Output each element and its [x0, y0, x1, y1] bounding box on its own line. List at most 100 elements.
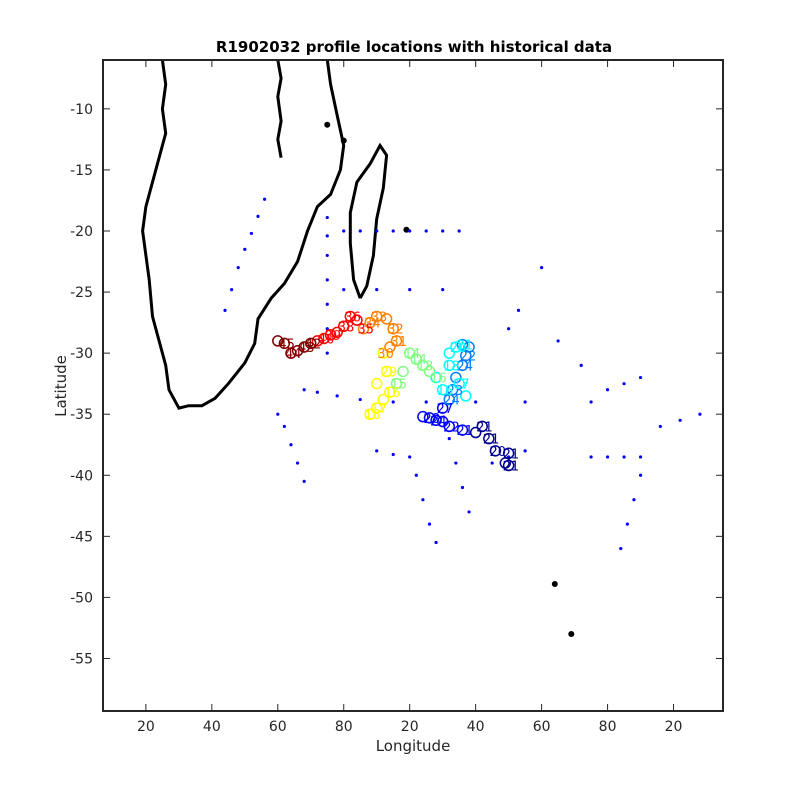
historical-point	[358, 229, 362, 233]
historical-point	[276, 412, 280, 416]
profile-number-label: 42	[305, 337, 322, 352]
profile-number-label: 29	[381, 365, 398, 380]
historical-point	[262, 197, 267, 201]
historical-point	[441, 229, 445, 233]
x-tick-label: 80	[599, 719, 617, 735]
profile-number-label: 16	[430, 372, 447, 387]
float-point	[344, 310, 357, 323]
profile-number-label: 36	[344, 310, 361, 325]
profile-number-label: 38	[338, 320, 355, 335]
historical-point	[605, 455, 610, 459]
island-marker	[324, 121, 331, 128]
chart-title: R1902032 profile locations with historic…	[216, 38, 612, 56]
profile-number-label: 43	[298, 341, 315, 356]
y-tick-label: -35	[70, 407, 93, 423]
historical-point	[638, 455, 643, 459]
historical-point	[619, 546, 623, 551]
historical-point	[391, 229, 395, 233]
historical-point	[589, 455, 593, 459]
historical-point	[698, 412, 702, 416]
historical-point	[467, 510, 471, 514]
historical-point	[243, 247, 247, 251]
float-point	[337, 320, 350, 333]
historical-point	[474, 400, 478, 404]
float-point	[417, 410, 429, 423]
historical-point	[289, 443, 293, 447]
profile-number-label: 21	[503, 460, 520, 475]
historical-point	[325, 253, 329, 258]
historical-point	[408, 229, 412, 233]
plot-frame	[102, 59, 724, 712]
historical-point	[424, 400, 428, 404]
x-tick-label: 20	[137, 719, 155, 735]
float-point	[430, 414, 442, 427]
historical-point	[325, 215, 329, 220]
historical-point	[342, 229, 346, 233]
profile-number-label: 34	[364, 317, 381, 332]
historical-point	[236, 266, 240, 270]
float-point	[502, 447, 515, 460]
float-point	[384, 386, 396, 398]
float-point	[291, 344, 304, 357]
float-point	[387, 322, 399, 335]
historical-point	[625, 522, 629, 526]
island-marker	[403, 226, 410, 233]
historical-point	[457, 229, 461, 233]
historical-point	[408, 288, 412, 292]
historical-point	[335, 394, 339, 398]
profile-number-label: 16	[384, 386, 401, 401]
historical-point	[315, 390, 319, 394]
x-tick-label: 20	[401, 719, 419, 735]
float-point	[430, 371, 442, 384]
historical-point	[282, 424, 286, 429]
profile-number-label: 16	[437, 384, 454, 399]
historical-point	[454, 461, 458, 465]
float-point	[443, 347, 456, 359]
profile-number-label: 45	[278, 337, 295, 352]
profile-number-label: 18	[364, 408, 381, 423]
historical-point	[605, 388, 610, 392]
historical-point	[490, 461, 494, 465]
historical-point	[447, 437, 451, 441]
float-point	[278, 337, 291, 350]
historical-point	[589, 400, 593, 404]
profile-number-label: 35	[358, 323, 375, 338]
x-tick-label: 40	[203, 719, 221, 735]
historical-point	[622, 455, 626, 459]
profile-number-label: 28	[423, 412, 440, 427]
profile-number-label: 24	[443, 394, 460, 409]
profile-number-label: 15	[391, 378, 408, 393]
profile-number-label: 22	[460, 350, 477, 365]
float-point	[403, 347, 416, 359]
profile-number-label: 14	[410, 353, 427, 368]
y-tick-label: -50	[70, 590, 93, 606]
x-axis-ticks: 20 40 60 80 20 40 60 80 20	[137, 60, 682, 735]
historical-point	[523, 449, 527, 453]
historical-point	[230, 288, 234, 292]
x-tick-label: 60	[269, 719, 287, 735]
profile-number-label: 17	[371, 402, 388, 417]
profile-number-label: 21	[503, 447, 520, 462]
float-point	[390, 335, 403, 347]
historical-point	[358, 397, 362, 402]
float-point	[397, 365, 409, 378]
historical-point	[223, 308, 227, 312]
island-marker	[551, 580, 558, 587]
historical-point	[391, 452, 395, 457]
profile-number-label: 40	[318, 332, 335, 347]
profile-number-label: 30	[377, 347, 394, 362]
float-point	[370, 402, 383, 414]
historical-point	[391, 400, 395, 404]
historical-point	[375, 229, 379, 233]
float-point	[456, 424, 469, 436]
profile-number-label: 20	[489, 445, 506, 460]
float-point	[311, 335, 324, 347]
profile-number-label: 31	[391, 335, 408, 350]
historical-point	[342, 288, 346, 292]
float-point	[453, 377, 465, 390]
float-point	[499, 457, 512, 469]
historical-point	[421, 498, 425, 502]
float-point	[436, 402, 449, 414]
profile-number-label: 24	[456, 359, 473, 374]
